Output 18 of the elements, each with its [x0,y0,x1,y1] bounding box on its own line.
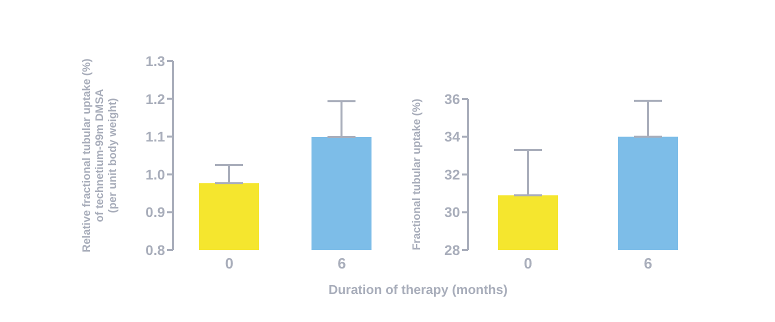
x-tick-label: 0 [225,256,234,273]
y-tick-label: 30 [444,204,460,220]
y-tick-label: 0.8 [146,242,166,258]
y-tick-label: 1.2 [146,90,166,107]
y-tick-label: 34 [444,128,460,145]
y-tick-label: 1.0 [146,166,166,182]
x-tick-label: 0 [524,256,532,273]
y-tick-label: 32 [444,166,460,182]
x-tick-label: 6 [338,256,346,273]
x-axis-title: Duration of therapy (months) [327,282,509,297]
x-tick-label: 6 [644,256,652,273]
y-tick-label: 1.3 [146,52,166,69]
y-axis-title: Relative fractional tubular uptake (%) of technetium-99m DMSA (per unit body weight) [81,58,119,252]
y-axis-title: Fractional tubular uptake (%) [411,98,423,250]
y-tick-label: 28 [444,242,460,258]
y-tick-label: 0.9 [146,204,166,220]
y-tick-label: 1.1 [146,128,166,145]
y-tick-label: 36 [444,90,460,107]
